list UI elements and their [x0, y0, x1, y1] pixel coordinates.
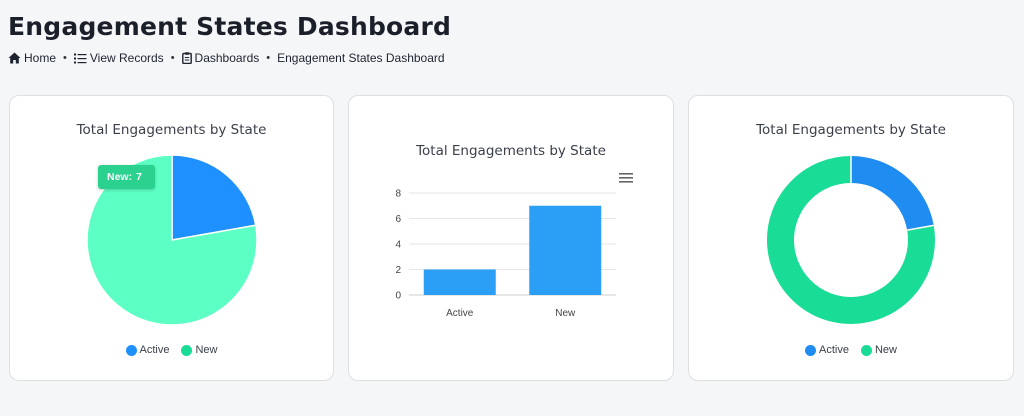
y-tick-label: 2	[395, 265, 401, 276]
pie-slice-active[interactable]	[171, 154, 257, 241]
breadcrumb-current: Engagement States Dashboard	[277, 51, 444, 65]
y-tick-label: 6	[395, 214, 401, 225]
x-tick-label: Active	[446, 308, 474, 319]
y-tick-label: 0	[395, 291, 401, 302]
legend-marker-new	[860, 344, 872, 356]
bar-new[interactable]	[529, 205, 602, 295]
donut-chart-card: Total Engagements by State Active New	[688, 95, 1014, 381]
pie-chart-card: Total Engagements by State New: 7 Active …	[9, 95, 334, 381]
legend-label-active: Active	[139, 344, 170, 356]
breadcrumb-separator: •	[266, 52, 271, 64]
page-title: Engagement States Dashboard	[8, 12, 452, 41]
bar-chart-card: Total Engagements by State 0 2 4 6 8 Active Ne…	[348, 95, 674, 381]
legend-marker-active	[805, 344, 816, 356]
donut-chart	[767, 156, 935, 324]
chart-legend: Active New	[10, 344, 333, 356]
breadcrumb-dashboards[interactable]: Dashboards	[181, 51, 260, 65]
breadcrumb-view-records-label: View Records	[89, 51, 164, 65]
legend-marker-active	[125, 344, 137, 356]
donut-slice-active[interactable]	[850, 156, 934, 231]
bar-active[interactable]	[423, 269, 496, 296]
chart-legend: Active New	[689, 344, 1013, 356]
legend-label-new: New	[874, 344, 897, 356]
legend-item-new[interactable]: New	[860, 344, 897, 356]
breadcrumb: Home • View Records • Dashboards • Engag…	[8, 51, 445, 65]
bar-chart: 0 2 4 6 8 Active New	[395, 189, 616, 319]
breadcrumb-home[interactable]: Home	[8, 51, 56, 65]
donut-slice-new[interactable]	[767, 156, 935, 324]
clipboard-icon	[181, 52, 192, 64]
home-icon	[8, 52, 21, 64]
legend-label-active: Active	[819, 344, 849, 356]
pie-chart	[86, 154, 258, 326]
slice-separator	[907, 224, 934, 231]
x-tick-label: New	[555, 308, 576, 319]
tooltip-label: New:	[107, 171, 133, 183]
hamburger-menu-icon[interactable]	[619, 173, 633, 183]
chart-title: Total Engagements by State	[756, 122, 946, 138]
legend-item-new[interactable]: New	[181, 344, 217, 356]
breadcrumb-home-label: Home	[24, 51, 57, 65]
tooltip-value: 7	[136, 171, 142, 183]
chart-title: Total Engagements by State	[76, 122, 267, 138]
y-tick-label: 4	[395, 240, 401, 251]
legend-marker-new	[181, 344, 193, 356]
breadcrumb-separator: •	[63, 52, 67, 64]
breadcrumb-view-records[interactable]: View Records	[73, 51, 164, 65]
list-icon	[73, 53, 87, 63]
chart-title: Total Engagements by State	[416, 143, 606, 159]
legend-item-active[interactable]: Active	[125, 344, 170, 356]
breadcrumb-dashboards-label: Dashboards	[194, 51, 260, 65]
breadcrumb-separator: •	[170, 52, 175, 64]
chart-tooltip: New: 7	[98, 165, 155, 189]
legend-item-active[interactable]: Active	[805, 344, 849, 356]
breadcrumb-current-label: Engagement States Dashboard	[277, 51, 445, 65]
legend-label-new: New	[195, 344, 218, 356]
y-tick-label: 8	[395, 189, 401, 200]
